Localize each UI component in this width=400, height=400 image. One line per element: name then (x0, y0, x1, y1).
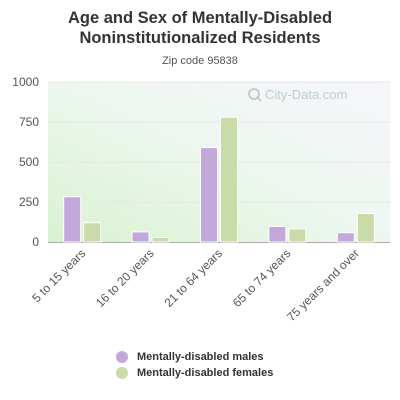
x-tick-label: 65 to 74 years (230, 246, 294, 310)
legend-label-females: Mentally-disabled females (137, 367, 274, 379)
gridlines (48, 81, 390, 203)
x-tick-label: 16 to 20 years (93, 246, 157, 310)
bar-males (200, 147, 218, 243)
watermark-text: City-Data.com (265, 87, 347, 102)
bar-females (83, 222, 102, 243)
bar-females (356, 213, 375, 243)
x-tick-label: 21 to 64 years (161, 246, 225, 310)
watermark-magnifier-handle (256, 96, 262, 102)
x-axis: 5 to 15 years 16 to 20 years 21 to 64 year… (29, 246, 362, 324)
bar-females (151, 237, 170, 243)
x-tick-label: 75 years and over (284, 246, 362, 324)
bar-females (220, 116, 238, 243)
x-tick-label: 5 to 15 years (29, 246, 88, 305)
y-tick-label: 500 (19, 155, 39, 169)
watermark: City-Data.com (248, 87, 347, 102)
bar-males (336, 232, 355, 243)
y-tick-label: 1000 (12, 75, 39, 89)
legend-item-females: Mentally-disabled females (116, 365, 273, 381)
legend: Mentally-disabled males Mentally-disable… (116, 349, 273, 381)
y-tick-label: 250 (19, 195, 39, 209)
y-tick-label: 0 (32, 235, 39, 249)
bar-males (268, 225, 287, 243)
legend-swatch-females (116, 367, 128, 379)
chart-subtitle: Zip code 95838 (162, 55, 238, 67)
bar-males (131, 231, 150, 243)
legend-item-males: Mentally-disabled males (116, 349, 273, 365)
bars (63, 116, 375, 243)
bar-females (288, 228, 307, 243)
watermark-magnifier-icon (248, 88, 260, 100)
legend-swatch-males (116, 351, 128, 363)
bar-males (63, 196, 82, 243)
legend-label-males: Mentally-disabled males (137, 351, 264, 363)
chart-title: Age and Sex of Mentally-Disabled Noninst… (67, 9, 333, 47)
y-axis: 0 250 500 750 1000 (12, 75, 390, 249)
y-tick-label: 750 (19, 115, 39, 129)
